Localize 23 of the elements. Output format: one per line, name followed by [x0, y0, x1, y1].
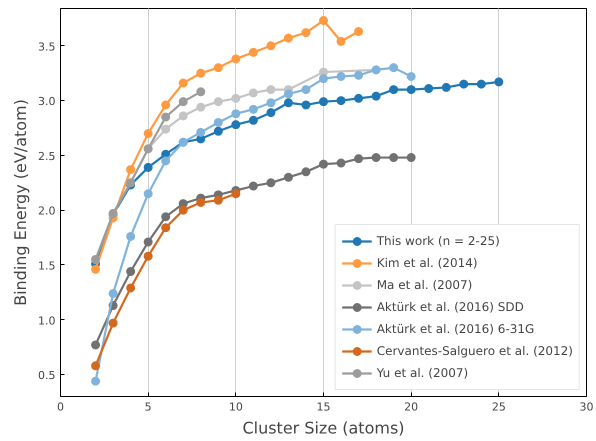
y-tick-label: 2.0	[38, 204, 56, 218]
x-tick-label: 15	[316, 400, 330, 414]
x-tick-label: 5	[144, 400, 152, 414]
legend-label: Kim et al. (2014)	[376, 256, 478, 270]
legend-label: Ma et al. (2007)	[376, 278, 472, 292]
y-tick-label: 3.5	[38, 40, 56, 54]
x-axis-title: Cluster Size (atoms)	[242, 418, 405, 438]
legend-label: Aktürk et al. (2016) 6-31G	[376, 322, 534, 336]
y-tick-label: 2.5	[38, 150, 56, 163]
x-tick-label: 20	[404, 400, 418, 414]
y-tick-label: 0.5	[38, 369, 56, 382]
legend-label: Aktürk et al. (2016) SDD	[376, 300, 524, 314]
x-tick-label: 10	[228, 400, 243, 414]
y-tick-label: 3.0	[38, 95, 56, 108]
y-tick-label: 1.0	[38, 314, 56, 328]
y-axis-title: Binding Energy (eV/atom)	[11, 99, 30, 306]
legend-label: Yu et al. (2007)	[376, 366, 468, 380]
x-tick-label: 30	[580, 400, 594, 414]
legend-label: This work (n = 2-25)	[376, 234, 500, 248]
x-tick-label: 0	[57, 400, 64, 414]
y-tick-label: 1.5	[38, 259, 56, 272]
legend-label: Cervantes-Salguero et al. (2012)	[376, 344, 573, 358]
x-tick-label: 25	[492, 400, 506, 414]
